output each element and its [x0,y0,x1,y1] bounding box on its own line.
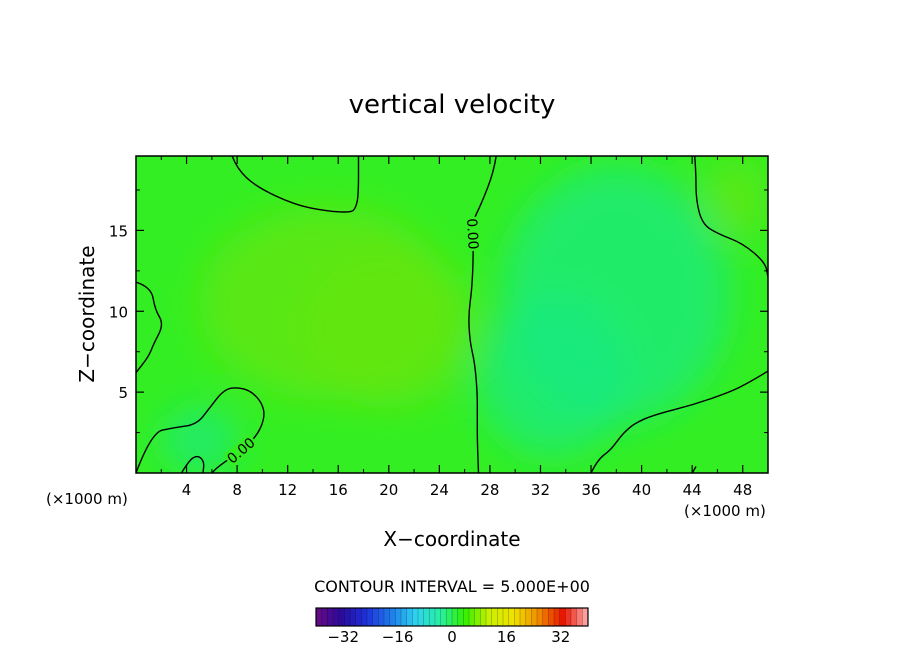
colorbar-cell [418,608,424,626]
colorbar-cell [548,608,555,626]
x-tick-label: 48 [733,481,752,499]
contour-line-2 [694,156,768,278]
field-anomaly-1 [300,246,478,409]
colorbar-cell [384,608,390,626]
x-tick-label: 8 [232,481,242,499]
plot-frame [135,155,769,474]
chart-title: vertical velocity [349,90,556,120]
colorbar-cell [491,608,498,626]
colorbar-cell [474,608,481,626]
y-tick-label: 5 [118,384,128,402]
colorbar-cell [480,608,487,626]
colorbar-cell [463,608,470,626]
contour-line-7 [691,466,697,473]
x-tick-label: 12 [278,481,297,499]
colorbar-cell [355,608,362,626]
colorbar-cell [435,608,441,626]
plot-area: 0.000.00 [135,155,769,474]
contour-line-1 [468,156,497,473]
colorbar-cell [554,608,560,626]
contour-line-5 [180,455,205,473]
colorbar-cell [497,608,504,626]
colorbar-cell [503,608,509,626]
colorbar-cell [316,608,322,626]
field-anomaly-3 [477,295,629,457]
x-tick-label: 32 [531,481,550,499]
colorbar-cell [508,608,515,626]
contour-label-text: 0.00 [463,218,481,250]
contour-label-1: 0.00 [463,216,482,252]
colorbar-cell [361,608,368,626]
colorbar-cell [338,608,345,626]
colorbar-cell [582,608,589,626]
contour-line-3 [136,281,163,374]
x-tick-label: 28 [480,481,499,499]
colorbar-cell [440,608,447,626]
colorbar-cell [565,608,572,626]
y-tick-label: 10 [109,303,128,321]
colorbar: −32 −16 0 16 32 [315,607,589,646]
colorbar-cell [576,608,583,626]
x-units-left: (×1000 m) [46,490,128,508]
y-axis-label: Z−coordinate [75,245,99,382]
colorbar-tick-label: 16 [497,628,516,646]
y-axis: 5 10 15 [109,189,768,434]
colorbar-cell [333,608,339,626]
colorbar-cell [542,608,549,626]
contour-lines [136,156,768,473]
colorbar-cell [520,608,526,626]
field-anomaly-5 [161,408,238,473]
colorbar-cell [327,608,334,626]
colorbar-cell [559,608,566,626]
field-anomaly-4 [704,157,768,239]
colorbar-cell [514,608,521,626]
colorbar-tick-label: −32 [327,628,359,646]
colorbar-cell [423,608,430,626]
colorbar-cell [452,608,458,626]
colorbar-cell [446,608,453,626]
colorbar-cell [344,608,351,626]
colorbar-frame [315,607,589,627]
colorbar-cell [525,608,532,626]
contour-labels: 0.000.00 [222,216,482,468]
x-tick-label: 16 [329,481,348,499]
colorbar-cell [367,608,373,626]
colorbar-tick-label: 0 [447,628,457,646]
colorbar-cell [378,608,385,626]
colorbar-cell [321,608,328,626]
colorbar-cell [350,608,356,626]
colorbar-cell [469,608,475,626]
x-tick-label: 24 [430,481,449,499]
contour-line-6 [590,370,768,473]
x-tick-label: 20 [379,481,398,499]
x-axis-label: X−coordinate [383,527,520,551]
x-tick-label: 36 [581,481,600,499]
colorbar-cell [406,608,413,626]
colorbar-cell [372,608,379,626]
x-tick-label: 4 [182,481,192,499]
y-tick-label: 15 [109,222,128,240]
colorbar-cell [401,608,407,626]
colorbar-cell [486,608,492,626]
contour-line-0 [231,156,360,213]
colorbar-cell [395,608,402,626]
colorbar-cell [457,608,464,626]
contour-interval-text: CONTOUR INTERVAL = 5.000E+00 [314,577,590,596]
colorbar-tick-label: 32 [551,628,570,646]
x-axis: 4 8 12 16 20 24 28 32 36 40 44 48 [160,156,752,499]
x-tick-label: 40 [632,481,651,499]
field-shading [161,157,768,473]
colorbar-cell [389,608,396,626]
colorbar-cell [537,608,543,626]
x-units-right: (×1000 m) [684,502,766,520]
x-tick-label: 44 [683,481,702,499]
colorbar-tick-label: −16 [382,628,414,646]
colorbar-cell [412,608,419,626]
colorbar-cell [429,608,436,626]
colorbar-cell [531,608,538,626]
colorbar-cell [571,608,577,626]
